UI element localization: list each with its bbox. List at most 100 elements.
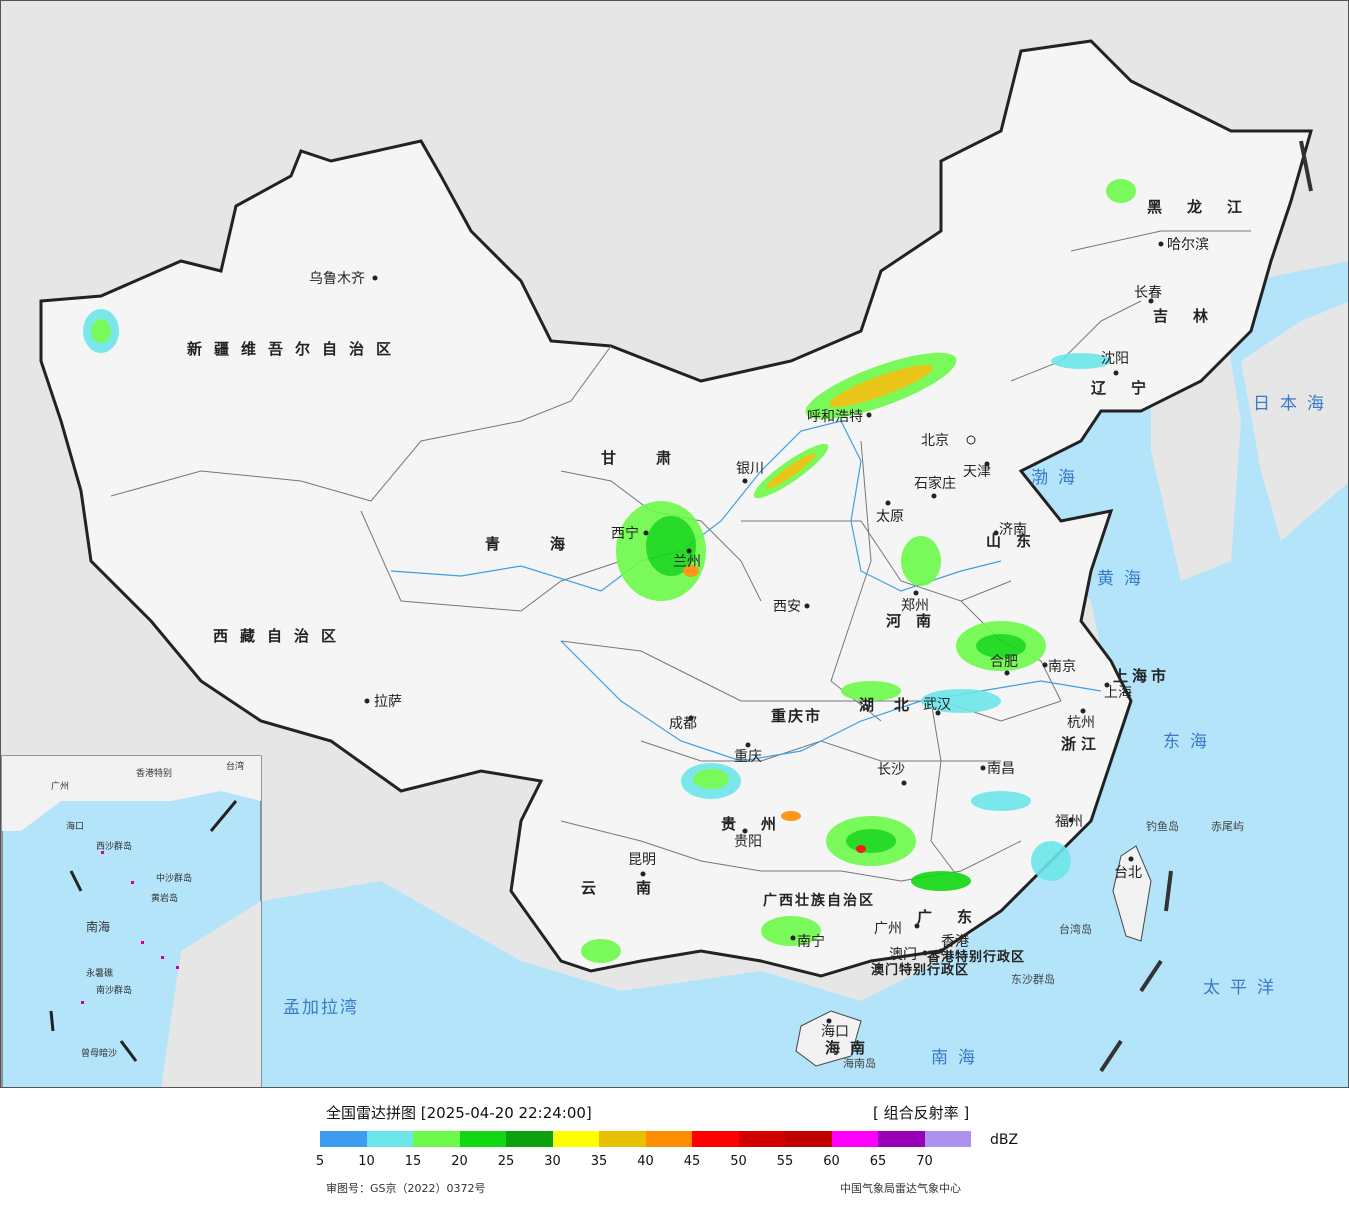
legend: 全国雷达拼图 [2025-04-20 22:24:00] [ 组合反射率 ] d… bbox=[0, 1088, 1349, 1208]
color-swatch bbox=[831, 1131, 878, 1147]
unit-label: dBZ bbox=[990, 1132, 1019, 1148]
svg-text:南昌: 南昌 bbox=[987, 761, 1015, 777]
svg-text:南海: 南海 bbox=[86, 919, 110, 934]
svg-text:甘肃: 甘肃 bbox=[601, 449, 711, 467]
svg-text:拉萨: 拉萨 bbox=[374, 694, 402, 710]
svg-text:重庆: 重庆 bbox=[734, 749, 762, 765]
svg-text:南宁: 南宁 bbox=[797, 933, 825, 950]
svg-text:兰州: 兰州 bbox=[673, 554, 701, 570]
svg-text:海口: 海口 bbox=[66, 820, 84, 832]
scale-tick: 15 bbox=[404, 1154, 422, 1169]
svg-text:西宁: 西宁 bbox=[611, 525, 639, 542]
svg-text:石家庄: 石家庄 bbox=[914, 475, 956, 492]
svg-text:黄岩岛: 黄岩岛 bbox=[151, 892, 178, 904]
scale-tick: 60 bbox=[823, 1154, 840, 1169]
svg-text:贵阳: 贵阳 bbox=[734, 834, 762, 850]
svg-text:西沙群岛: 西沙群岛 bbox=[96, 840, 132, 852]
svg-text:澳门: 澳门 bbox=[889, 947, 917, 963]
svg-text:南京: 南京 bbox=[1048, 659, 1076, 675]
city-labels: 乌鲁木齐 拉萨 西宁 兰州 银川 呼和浩特 北京 天津 石家庄 太原 济南 郑州… bbox=[309, 237, 1209, 1040]
scale-tick: 35 bbox=[590, 1154, 608, 1169]
scale-tick: 45 bbox=[683, 1154, 701, 1169]
svg-text:银川: 银川 bbox=[736, 461, 764, 477]
color-swatch bbox=[366, 1131, 413, 1147]
product-name: [ 组合反射率 ] bbox=[873, 1104, 970, 1122]
svg-text:哈尔滨: 哈尔滨 bbox=[1167, 237, 1209, 253]
color-scale bbox=[320, 1131, 971, 1147]
province-labels: 新疆维吾尔自治区 西藏自治区 青海 甘肃 黑龙江 吉林 辽宁 山东 河南 湖北 … bbox=[187, 198, 1267, 1057]
svg-text:沈阳: 沈阳 bbox=[1101, 351, 1129, 367]
svg-text:长沙: 长沙 bbox=[877, 762, 905, 778]
scale-tick: 55 bbox=[776, 1154, 794, 1169]
svg-text:广州: 广州 bbox=[51, 780, 69, 792]
color-swatch bbox=[645, 1131, 692, 1147]
svg-text:曾母暗沙: 曾母暗沙 bbox=[81, 1047, 117, 1059]
svg-text:北京: 北京 bbox=[921, 433, 949, 449]
svg-text:台湾: 台湾 bbox=[226, 760, 244, 772]
svg-text:上海: 上海 bbox=[1104, 685, 1132, 701]
svg-text:台北: 台北 bbox=[1114, 865, 1142, 881]
svg-text:福州: 福州 bbox=[1055, 814, 1083, 830]
map-svg: 日本海 渤海 黄海 东海 太平洋 南海 孟加拉湾 新疆维吾尔自治区 西藏自治区 … bbox=[1, 1, 1348, 1087]
svg-text:云南: 云南 bbox=[581, 879, 691, 897]
svg-text:河南: 河南 bbox=[886, 612, 946, 630]
color-swatch bbox=[320, 1131, 367, 1147]
color-swatch bbox=[599, 1131, 646, 1147]
approval-number: 审图号：GS京（2022）0372号 bbox=[326, 1182, 486, 1195]
svg-text:昆明: 昆明 bbox=[628, 852, 656, 868]
svg-text:香港特别行政区: 香港特别行政区 bbox=[926, 949, 1025, 965]
color-swatch bbox=[506, 1131, 553, 1147]
color-swatch bbox=[924, 1131, 971, 1147]
svg-text:南沙群岛: 南沙群岛 bbox=[96, 984, 132, 996]
svg-text:吉林: 吉林 bbox=[1153, 307, 1233, 325]
svg-text:济南: 济南 bbox=[999, 522, 1027, 538]
sea-label: 东海 bbox=[1163, 732, 1217, 752]
color-swatch bbox=[413, 1131, 460, 1147]
svg-text:钓鱼岛: 钓鱼岛 bbox=[1146, 819, 1179, 833]
svg-text:西藏自治区: 西藏自治区 bbox=[213, 627, 348, 645]
svg-text:天津: 天津 bbox=[963, 464, 991, 480]
svg-text:重庆市: 重庆市 bbox=[771, 707, 822, 725]
svg-text:长春: 长春 bbox=[1134, 285, 1162, 301]
svg-text:海南岛: 海南岛 bbox=[843, 1056, 876, 1070]
svg-text:辽宁: 辽宁 bbox=[1091, 379, 1171, 397]
svg-text:贵州: 贵州 bbox=[721, 815, 801, 833]
svg-text:永暑礁: 永暑礁 bbox=[86, 967, 113, 979]
svg-text:香港特别: 香港特别 bbox=[136, 767, 172, 779]
sea-label: 渤海 bbox=[1031, 468, 1085, 488]
svg-text:澳门特别行政区: 澳门特别行政区 bbox=[871, 962, 969, 978]
color-swatch bbox=[692, 1131, 739, 1147]
scale-tick: 10 bbox=[358, 1154, 375, 1169]
svg-text:合肥: 合肥 bbox=[990, 654, 1018, 670]
svg-text:上海市: 上海市 bbox=[1113, 667, 1170, 685]
scale-tick: 40 bbox=[637, 1154, 654, 1169]
legend-title: 全国雷达拼图 [2025-04-20 22:24:00] bbox=[326, 1104, 592, 1122]
svg-text:东沙群岛: 东沙群岛 bbox=[1011, 972, 1055, 986]
scale-tick: 25 bbox=[497, 1154, 515, 1169]
svg-text:海口: 海口 bbox=[821, 1024, 849, 1040]
svg-text:中沙群岛: 中沙群岛 bbox=[156, 872, 192, 884]
svg-text:青海: 青海 bbox=[485, 535, 615, 553]
color-swatch bbox=[552, 1131, 599, 1147]
svg-text:乌鲁木齐: 乌鲁木齐 bbox=[309, 271, 365, 287]
svg-text:山东: 山东 bbox=[986, 532, 1046, 550]
svg-text:呼和浩特: 呼和浩特 bbox=[807, 409, 863, 425]
svg-text:新疆维吾尔自治区: 新疆维吾尔自治区 bbox=[187, 340, 403, 358]
color-swatch bbox=[738, 1131, 785, 1147]
svg-text:广州: 广州 bbox=[874, 921, 902, 937]
scale-tick: 65 bbox=[869, 1154, 887, 1169]
source-label: 中国气象局雷达气象中心 bbox=[840, 1182, 961, 1195]
sea-label: 日本海 bbox=[1253, 394, 1334, 414]
svg-text:台湾岛: 台湾岛 bbox=[1059, 922, 1092, 936]
scale-tick: 70 bbox=[916, 1154, 933, 1169]
svg-text:海南: 海南 bbox=[825, 1039, 875, 1057]
scale-tick: 30 bbox=[544, 1154, 561, 1169]
svg-text:黑龙江: 黑龙江 bbox=[1147, 198, 1267, 216]
sea-label: 太平洋 bbox=[1203, 978, 1284, 998]
south-sea-inset: 广州 香港特别 台湾 海口 西沙群岛 中沙群岛 南海 黄岩岛 永暑礁 南沙群岛 … bbox=[1, 755, 262, 1087]
svg-text:西安: 西安 bbox=[773, 599, 801, 615]
svg-text:郑州: 郑州 bbox=[901, 598, 929, 614]
svg-text:广西壮族自治区: 广西壮族自治区 bbox=[763, 892, 875, 909]
svg-text:浙江: 浙江 bbox=[1061, 735, 1101, 753]
svg-text:杭州: 杭州 bbox=[1067, 715, 1095, 731]
